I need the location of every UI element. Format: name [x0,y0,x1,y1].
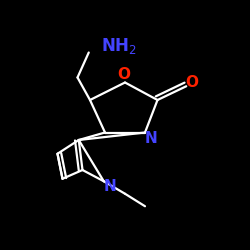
Text: NH$_2$: NH$_2$ [101,36,137,56]
Text: O: O [185,75,198,90]
Text: N: N [104,179,117,194]
Text: N: N [145,131,158,146]
Text: O: O [117,68,130,82]
